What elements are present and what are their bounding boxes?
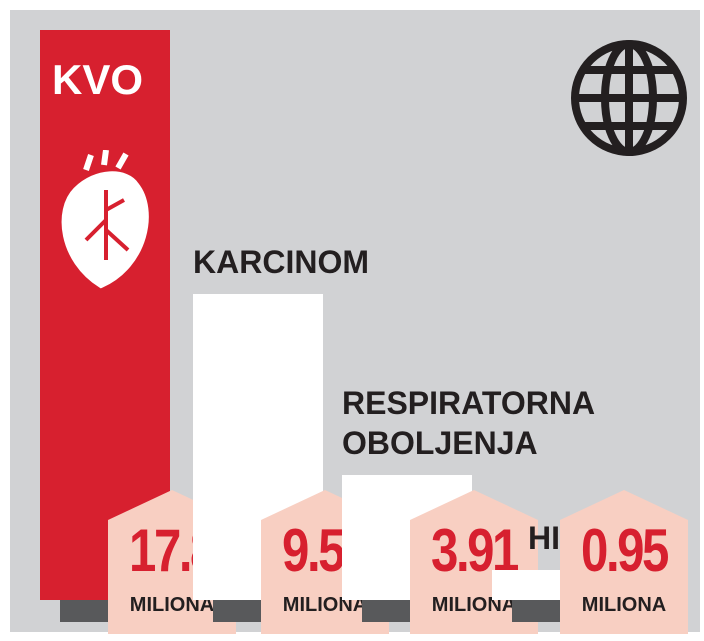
heart-icon xyxy=(61,150,149,289)
category-label: RESPIRATORNA OBOLJENJA xyxy=(342,384,594,461)
value-label: 0.95 xyxy=(581,517,669,584)
unit-label: MILIONA xyxy=(581,594,667,616)
globe-icon xyxy=(571,40,687,156)
badge xyxy=(560,490,688,634)
category-label: KVO xyxy=(52,56,144,103)
category-label: KARCINOM xyxy=(193,243,369,280)
